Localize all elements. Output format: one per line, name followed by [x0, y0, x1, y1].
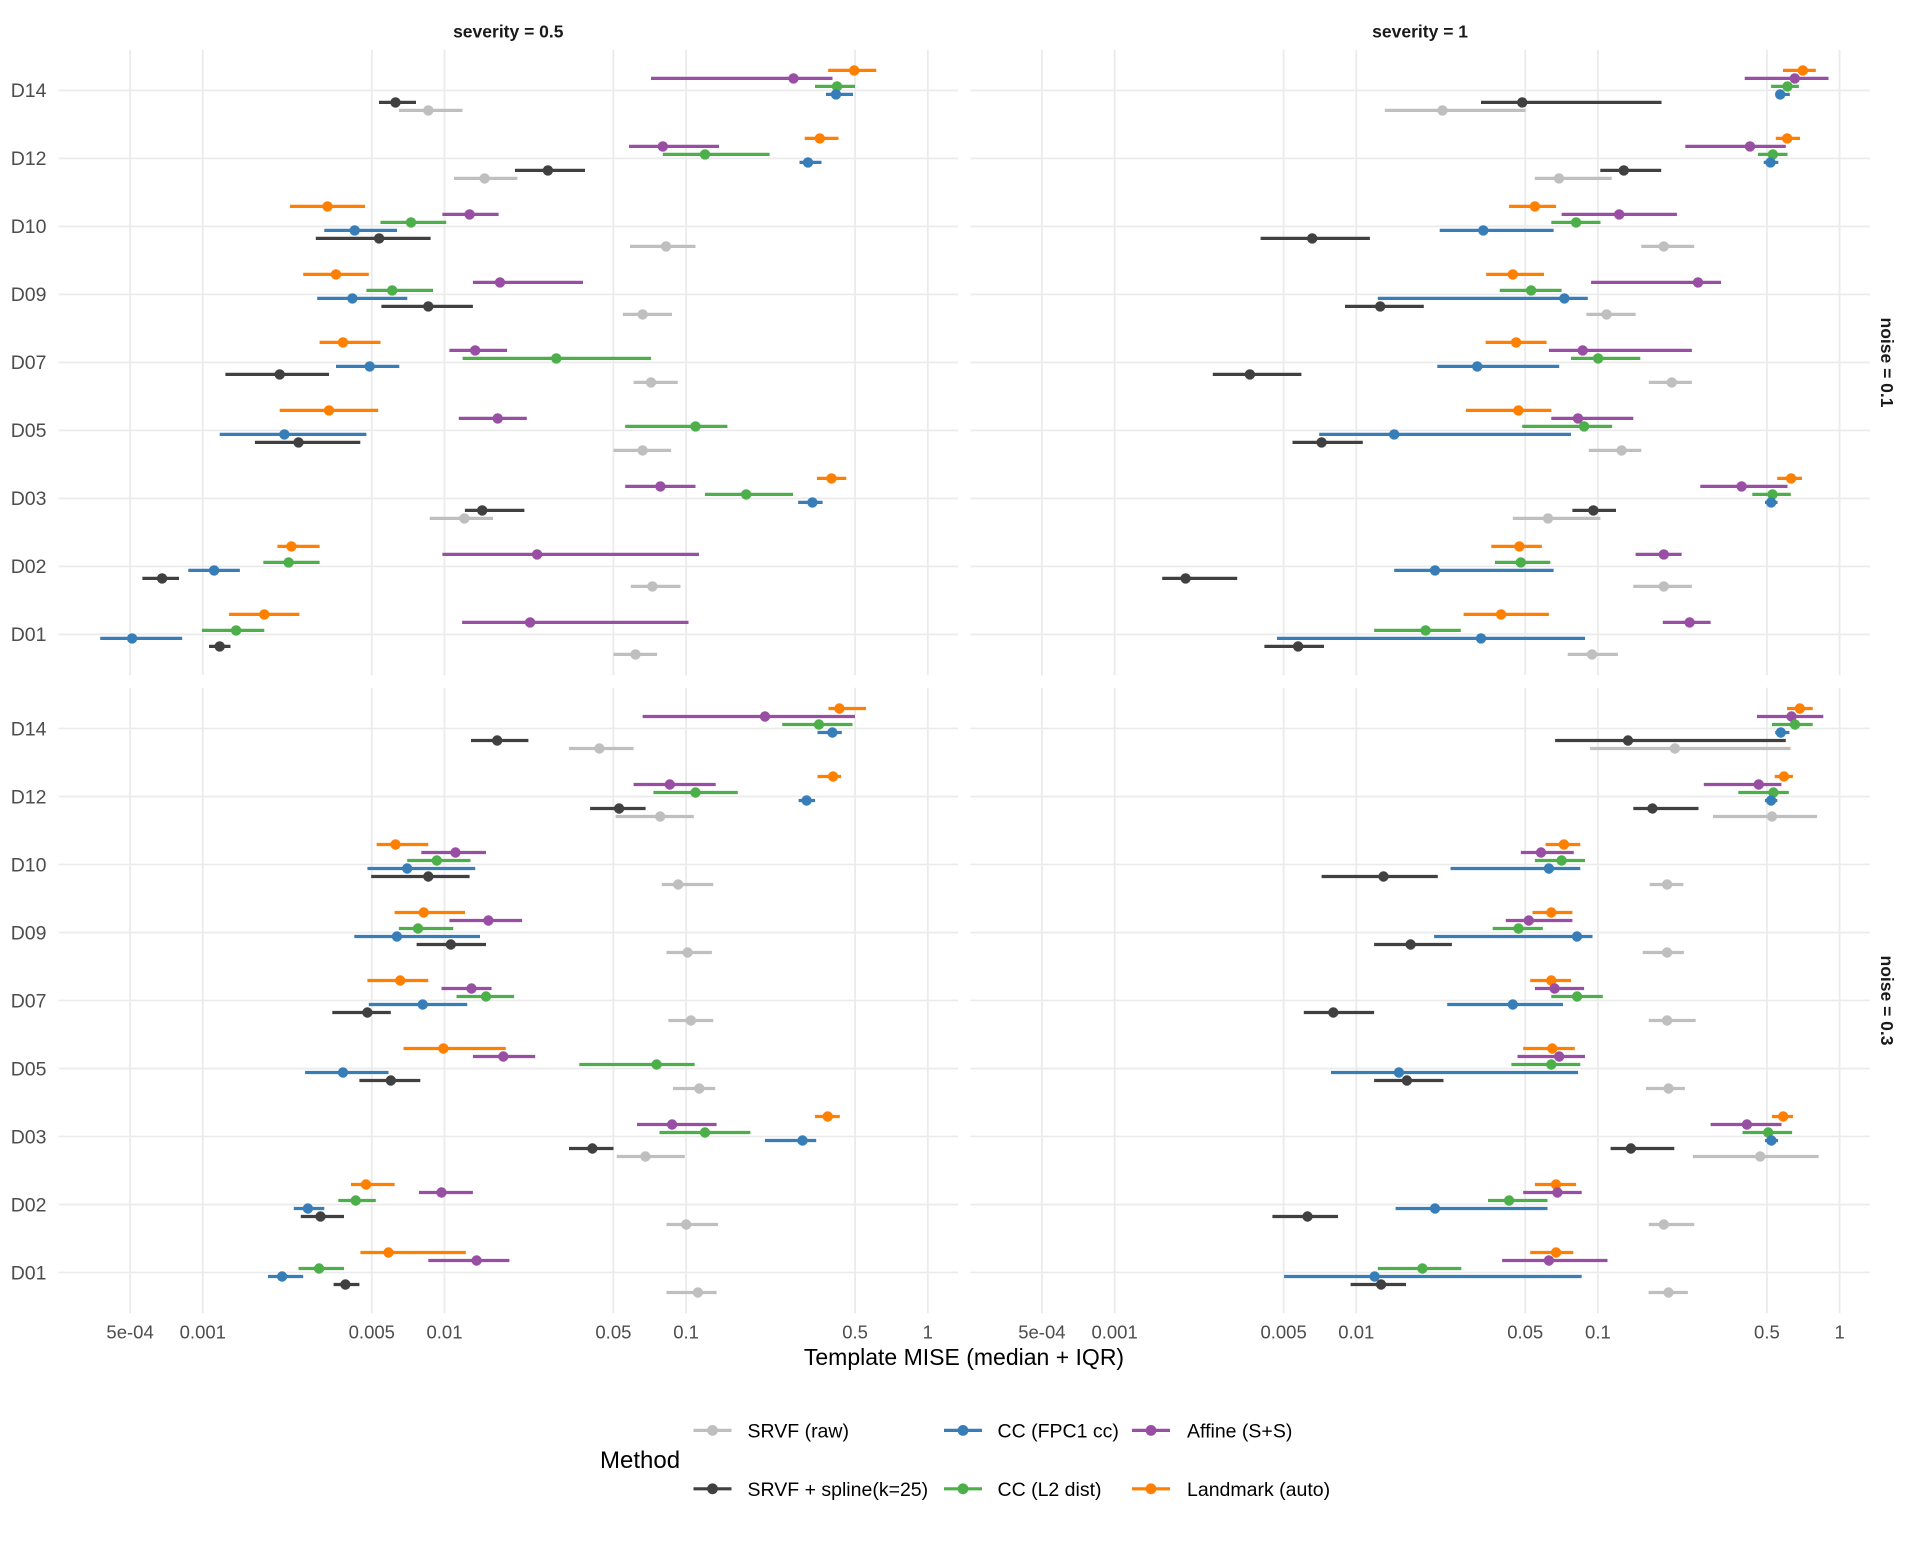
svg-text:Landmark (auto): Landmark (auto): [1187, 1479, 1330, 1501]
svg-text:D10: D10: [11, 216, 47, 238]
svg-text:0.5: 0.5: [842, 1322, 868, 1343]
svg-text:Template MISE (median + IQR): Template MISE (median + IQR): [804, 1344, 1124, 1370]
svg-text:D07: D07: [11, 352, 47, 374]
svg-text:0.1: 0.1: [673, 1322, 699, 1343]
svg-text:0.005: 0.005: [1260, 1322, 1306, 1343]
svg-text:0.005: 0.005: [349, 1322, 395, 1343]
svg-text:D03: D03: [11, 488, 47, 510]
svg-text:severity = 1: severity = 1: [1372, 22, 1468, 42]
svg-text:D14: D14: [11, 80, 47, 102]
svg-text:D05: D05: [11, 1058, 47, 1080]
svg-text:D01: D01: [11, 1262, 47, 1284]
svg-text:0.01: 0.01: [426, 1322, 462, 1343]
svg-text:D03: D03: [11, 1126, 47, 1148]
svg-text:D14: D14: [11, 718, 47, 740]
svg-text:0.05: 0.05: [1507, 1322, 1543, 1343]
svg-text:0.001: 0.001: [1091, 1322, 1137, 1343]
svg-text:D01: D01: [11, 624, 47, 646]
svg-text:D07: D07: [11, 990, 47, 1012]
svg-text:D10: D10: [11, 854, 47, 876]
svg-text:D09: D09: [11, 284, 47, 306]
svg-text:Method: Method: [600, 1447, 680, 1474]
svg-text:D09: D09: [11, 922, 47, 944]
svg-text:CC (FPC1 cc): CC (FPC1 cc): [998, 1420, 1119, 1442]
svg-text:0.1: 0.1: [1585, 1322, 1611, 1343]
svg-text:0.05: 0.05: [595, 1322, 631, 1343]
svg-text:1: 1: [923, 1322, 933, 1343]
svg-text:0.5: 0.5: [1754, 1322, 1780, 1343]
svg-text:severity = 0.5: severity = 0.5: [453, 22, 564, 42]
svg-text:Affine (S+S): Affine (S+S): [1187, 1420, 1292, 1442]
svg-text:D02: D02: [11, 556, 47, 578]
svg-text:D12: D12: [11, 148, 47, 170]
svg-text:noise = 0.3: noise = 0.3: [1877, 956, 1897, 1046]
svg-text:5e-04: 5e-04: [1018, 1322, 1065, 1343]
svg-text:D12: D12: [11, 786, 47, 808]
svg-text:D05: D05: [11, 420, 47, 442]
svg-text:5e-04: 5e-04: [106, 1322, 153, 1343]
svg-text:CC (L2 dist): CC (L2 dist): [998, 1479, 1102, 1501]
svg-text:0.001: 0.001: [180, 1322, 226, 1343]
svg-text:SRVF (raw): SRVF (raw): [748, 1420, 849, 1442]
svg-text:noise = 0.1: noise = 0.1: [1877, 318, 1897, 408]
svg-text:1: 1: [1834, 1322, 1844, 1343]
svg-text:SRVF + spline(k=25): SRVF + spline(k=25): [748, 1479, 929, 1501]
svg-text:D02: D02: [11, 1194, 47, 1216]
svg-text:0.01: 0.01: [1338, 1322, 1374, 1343]
